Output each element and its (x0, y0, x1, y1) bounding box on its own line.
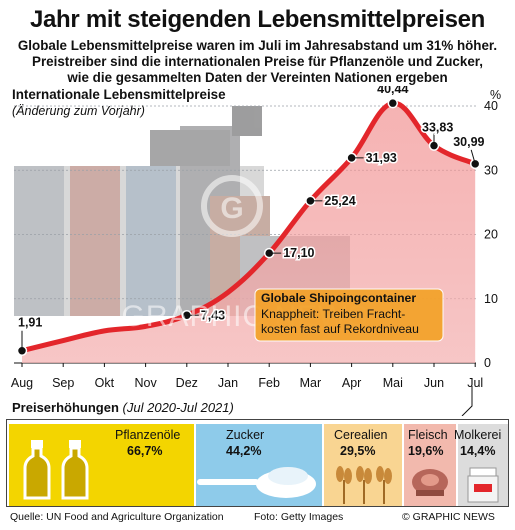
x-tick-labels: Aug Sep Okt Nov Dez Jan Feb Mar Apr Mai Jun Jul (11, 363, 483, 390)
callout-title: Globale Shipoingcontainer (261, 291, 416, 305)
data-label: 25,24 (324, 194, 355, 208)
category-fleisch: Fleisch 19,6% (404, 424, 456, 506)
subtitle-line: Preistreiber sind die internationalen Pr… (32, 54, 483, 69)
x-tick-label: Jul (467, 376, 483, 390)
data-label: 33,83 (422, 121, 453, 135)
source-note: Quelle: UN Food and Agriculture Organiza… (10, 511, 224, 523)
x-tick-label: Okt (95, 376, 115, 390)
photo-credit: Foto: Getty Images (254, 511, 344, 523)
category-molkerei: Molkerei 14,4% (454, 424, 508, 506)
category-value: 66,7% (127, 444, 163, 458)
sugar-spoon-icon (197, 467, 316, 498)
x-tick-label: Mar (300, 376, 322, 390)
series-line (19, 100, 478, 354)
category-value: 29,5% (340, 444, 376, 458)
page-subtitle: Globale Lebensmittelpreise waren im Juli… (0, 38, 515, 86)
category-name: Molkerei (454, 428, 502, 442)
x-tick-label: Nov (134, 376, 157, 390)
category-zucker: Zucker 44,2% (196, 424, 322, 506)
category-value: 19,6% (408, 444, 444, 458)
oil-bottles-icon (23, 440, 89, 500)
x-tick-label: Dez (176, 376, 198, 390)
y-tick-label: 40 (484, 99, 498, 113)
line-chart: 0 10 20 30 40 Aug Sep Okt Nov Dez Jan Feb Mar Apr Mai… (11, 86, 501, 416)
svg-text:G: G (220, 192, 243, 225)
y-tick-label: 0 (484, 356, 491, 370)
subtitle-line: Globale Lebensmittelpreise waren im Juli… (17, 38, 498, 53)
callout-line: kosten fast auf Rekordniveau (261, 322, 419, 336)
category-name: Fleisch (408, 428, 448, 442)
x-tick-label: Sep (52, 376, 74, 390)
shipping-callout: Globale Shipoingcontainer Knappheit: Tre… (254, 288, 444, 342)
breakdown-heading: Preiserhöhungen (12, 400, 119, 415)
x-tick-label: Mai (383, 376, 403, 390)
data-label: 40,44 (377, 86, 408, 96)
x-tick-label: Aug (11, 376, 33, 390)
category-name: Pflanzenöle (115, 428, 181, 442)
data-label: 7,43 (201, 308, 225, 322)
y-tick-label: 20 (484, 228, 498, 242)
category-name: Cerealien (334, 428, 388, 442)
breakdown-period: (Jul 2020-Jul 2021) (122, 400, 234, 415)
y-tick-labels: 0 10 20 30 40 (484, 99, 498, 370)
category-cerealien: Cerealien 29,5% (324, 424, 402, 506)
data-label: 17,10 (283, 246, 314, 260)
data-label: 1,91 (18, 316, 42, 330)
label-leader (470, 149, 476, 165)
callout-line: Knappheit: Treiben Fracht- (261, 307, 405, 321)
category-pflanzenoele: Pflanzenöle 66,7% (9, 424, 194, 506)
category-value: 14,4% (460, 444, 496, 458)
page-title: Jahr mit steigenden Lebensmittelpreisen (29, 6, 486, 33)
data-label: 30,99 (453, 135, 484, 149)
data-label: 31,93 (366, 151, 397, 165)
x-tick-label: Feb (258, 376, 280, 390)
x-tick-label: Apr (342, 376, 361, 390)
chart-subtitle: (Änderung zum Vorjahr) (12, 104, 145, 118)
wheat-icon (336, 466, 392, 504)
breakdown-pointer (461, 386, 473, 416)
chart-title: Internationale Lebensmittelpreise (12, 87, 226, 102)
milk-can-icon (467, 467, 499, 503)
y-tick-label: 10 (484, 292, 498, 306)
breakdown-frame (6, 419, 509, 507)
copyright: © GRAPHIC NEWS (402, 511, 495, 523)
category-value: 44,2% (226, 444, 262, 458)
label-leaders (21, 133, 476, 351)
x-tick-label: Jan (218, 376, 238, 390)
subtitle-line: wie die gesammelten Daten der Vereinten … (67, 70, 448, 85)
x-tick-label: Jun (424, 376, 444, 390)
category-name: Zucker (226, 428, 265, 442)
y-tick-label: 30 (484, 163, 498, 177)
meat-icon (412, 469, 448, 496)
breakdown-title: Preiserhöhungen (Jul 2020-Jul 2021) (12, 400, 234, 415)
unit-label: % (490, 88, 501, 102)
data-point (387, 97, 399, 109)
